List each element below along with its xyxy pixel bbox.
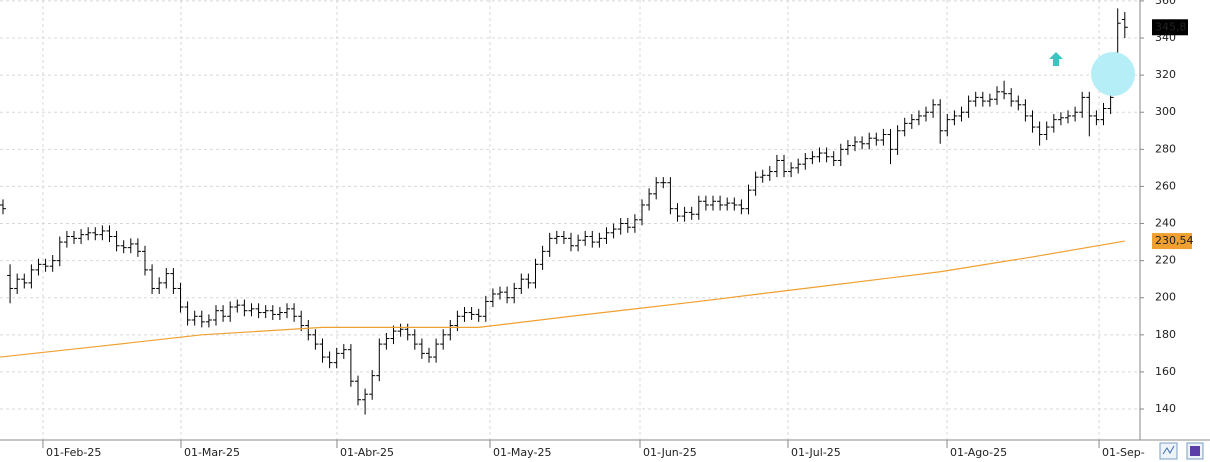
x-tick-label: 01-Jul-25 bbox=[791, 446, 841, 459]
y-tick-label: 280 bbox=[1155, 142, 1176, 155]
x-tick-label: 01-Mar-25 bbox=[184, 446, 240, 459]
x-tick-label: 01-Feb-25 bbox=[46, 446, 101, 459]
y-tick-label: 300 bbox=[1155, 105, 1176, 118]
highlight-circle bbox=[1091, 52, 1135, 96]
save-icon bbox=[1190, 446, 1200, 456]
moving-average-line bbox=[0, 240, 1125, 358]
x-tick-label: 01-Abr-25 bbox=[340, 446, 394, 459]
y-tick-label: 180 bbox=[1155, 328, 1176, 341]
chart-tool-icon bbox=[1162, 445, 1175, 455]
y-tick-label: 360 bbox=[1155, 0, 1176, 7]
ma-value-box bbox=[1152, 233, 1192, 250]
x-tick-label: 01-Sep- bbox=[1102, 446, 1145, 459]
y-tick-label: 320 bbox=[1155, 68, 1176, 81]
ma-value-label: 230,54 bbox=[1155, 234, 1194, 247]
last-price-label: 345,8 bbox=[1155, 20, 1187, 33]
y-tick-label: 140 bbox=[1155, 402, 1176, 415]
up-arrow bbox=[1049, 52, 1063, 66]
y-tick-label: 240 bbox=[1155, 217, 1176, 230]
x-tick-label: 01-Jun-25 bbox=[643, 446, 697, 459]
data-layer bbox=[0, 8, 1128, 415]
y-tick-label: 200 bbox=[1155, 291, 1176, 304]
x-tick-label: 01-Ago-25 bbox=[950, 446, 1007, 459]
y-tick-label: 160 bbox=[1155, 365, 1176, 378]
y-tick-label: 220 bbox=[1155, 254, 1176, 267]
y-tick-label: 260 bbox=[1155, 179, 1176, 192]
x-tick-label: 01-May-25 bbox=[493, 446, 551, 459]
last-price-box bbox=[1152, 19, 1188, 36]
